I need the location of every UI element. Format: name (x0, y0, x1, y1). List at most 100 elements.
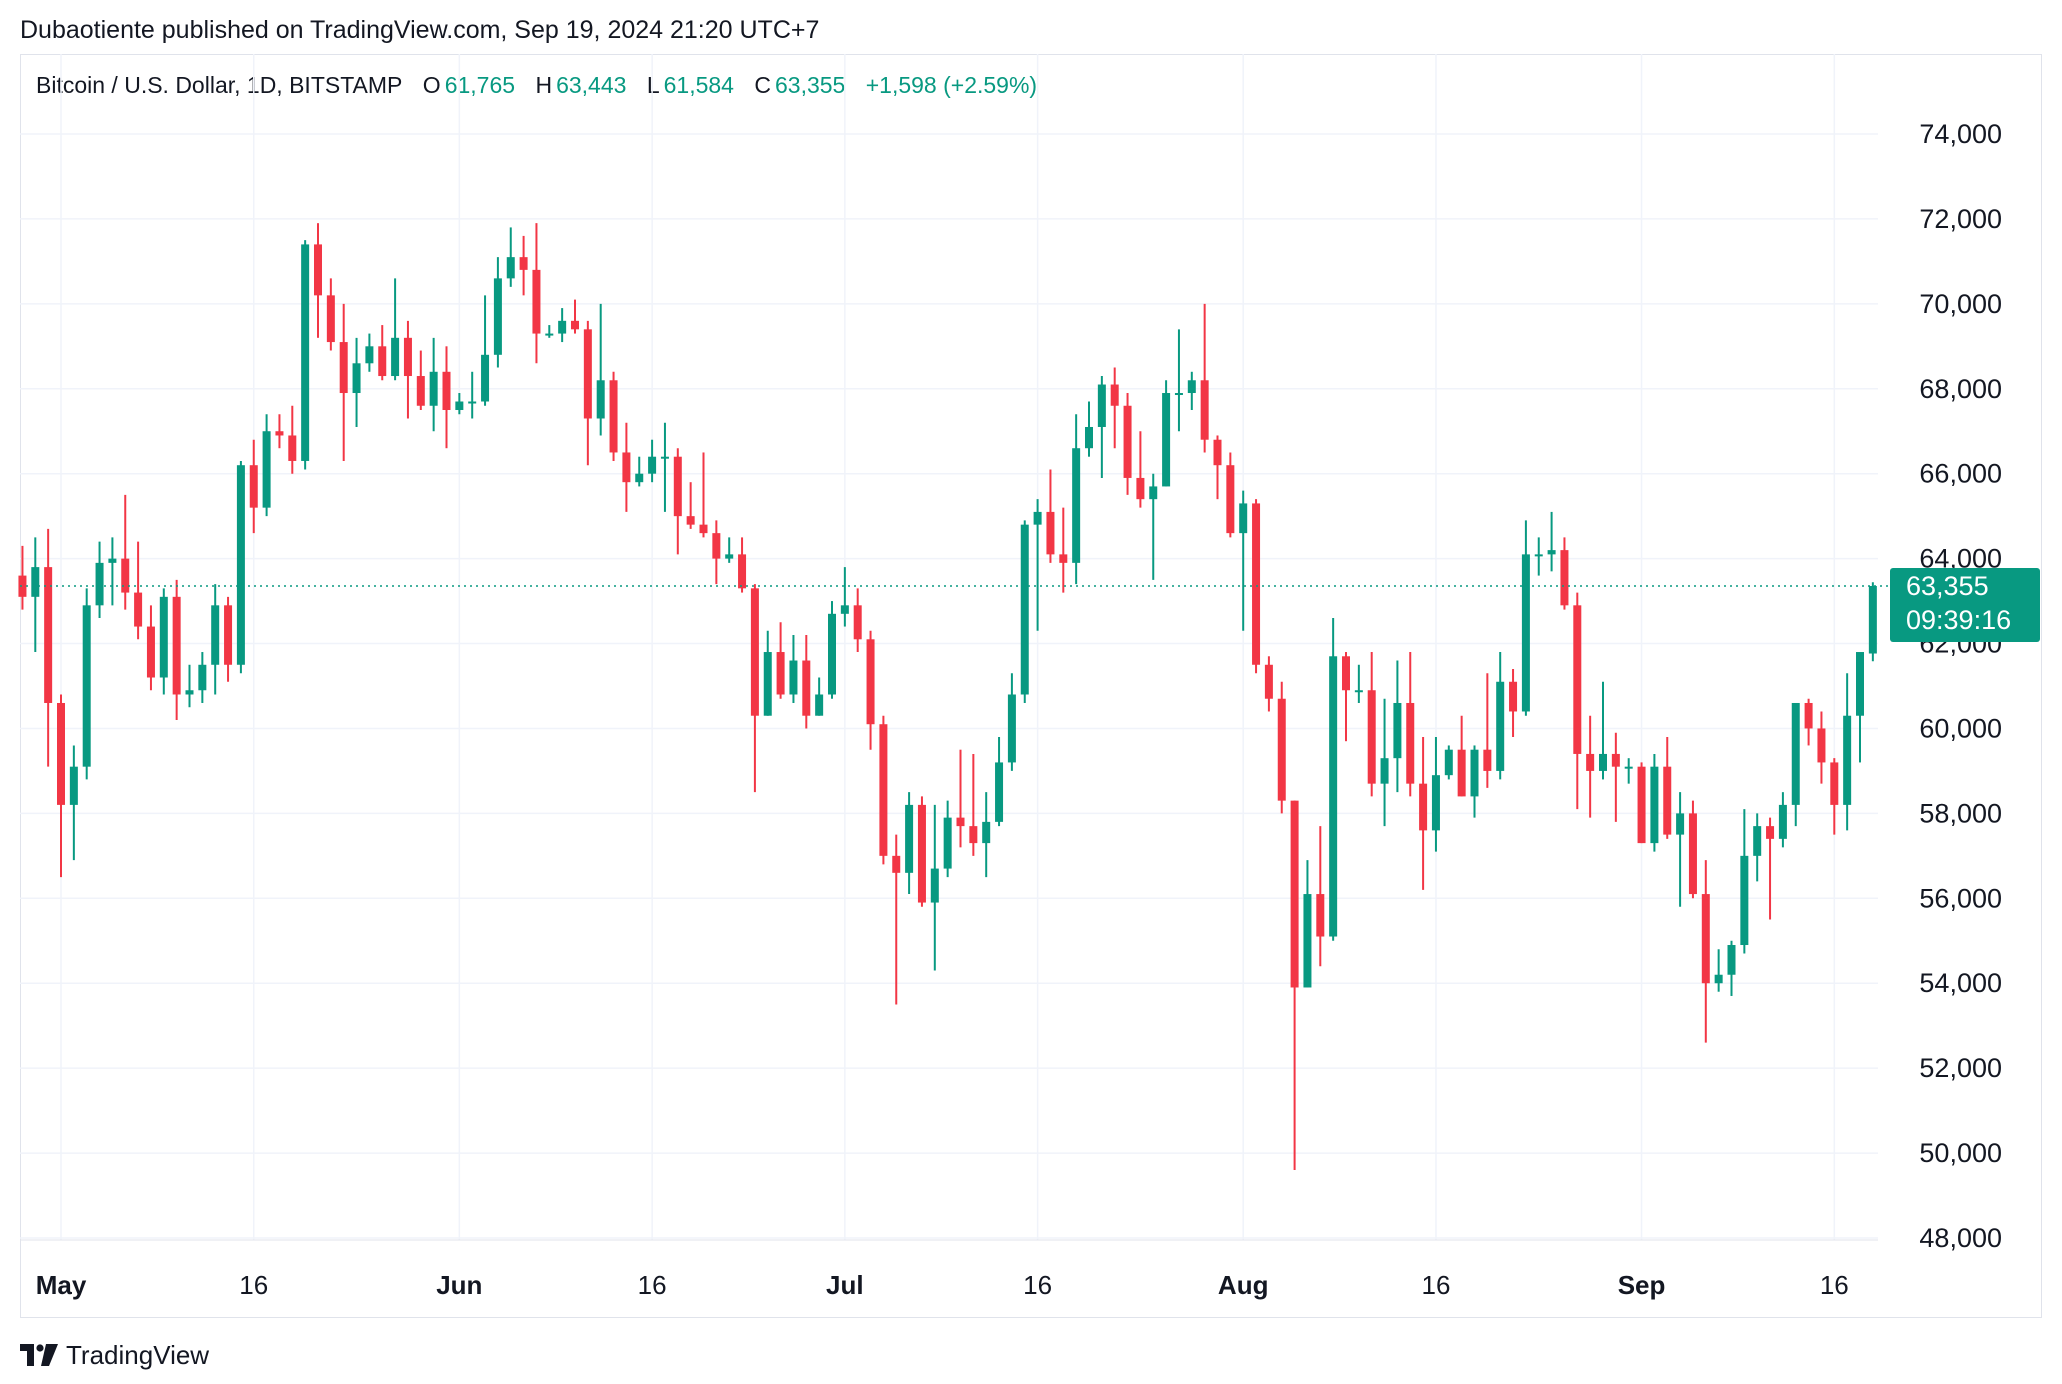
candle-up[interactable] (1496, 652, 1505, 780)
candle-down[interactable] (609, 371, 618, 461)
candle-up[interactable] (1020, 520, 1029, 703)
candle-up[interactable] (1868, 582, 1877, 662)
candle-up[interactable] (815, 677, 824, 716)
candle-up[interactable] (1393, 660, 1402, 793)
candle-down[interactable] (1483, 673, 1492, 788)
candle-up[interactable] (506, 227, 515, 287)
candle-down[interactable] (686, 482, 695, 529)
candle-up[interactable] (391, 278, 400, 381)
candle-down[interactable] (44, 528, 53, 767)
candle-up[interactable] (558, 308, 567, 343)
candle-up[interactable] (1162, 380, 1171, 487)
candle-up[interactable] (1444, 745, 1453, 780)
candle-down[interactable] (172, 579, 181, 720)
candle-up[interactable] (82, 588, 91, 780)
candle-up[interactable] (69, 745, 78, 861)
candle-down[interactable] (1136, 431, 1145, 508)
candle-up[interactable] (455, 393, 464, 415)
candle-down[interactable] (1804, 698, 1813, 746)
candle-down[interactable] (326, 278, 335, 351)
candle-down[interactable] (1457, 715, 1466, 797)
candle-up[interactable] (930, 804, 939, 971)
candle-down[interactable] (519, 235, 528, 296)
candle-up[interactable] (545, 325, 554, 338)
candle-down[interactable] (699, 452, 708, 538)
candle-up[interactable] (1187, 371, 1196, 410)
candle-down[interactable] (1406, 652, 1415, 797)
candle-down[interactable] (1560, 537, 1569, 610)
candle-up[interactable] (493, 257, 502, 368)
candle-up[interactable] (198, 652, 207, 703)
candle-up[interactable] (301, 240, 310, 470)
candle-up[interactable] (1431, 736, 1440, 852)
candle-down[interactable] (802, 635, 811, 729)
candle-down[interactable] (1367, 652, 1376, 797)
candle-down[interactable] (1277, 681, 1286, 814)
candle-down[interactable] (1766, 817, 1775, 920)
candle-up[interactable] (1380, 698, 1389, 827)
candle-down[interactable] (1316, 826, 1325, 967)
candle-down[interactable] (249, 439, 258, 534)
candle-up[interactable] (481, 295, 490, 406)
candle-down[interactable] (1226, 452, 1235, 538)
candle-up[interactable] (1791, 702, 1800, 827)
candle-up[interactable] (1856, 652, 1864, 763)
candle-down[interactable] (57, 694, 65, 878)
candle-up[interactable] (1239, 490, 1248, 631)
candle-down[interactable] (146, 605, 155, 691)
candle-down[interactable] (622, 422, 631, 512)
candle-up[interactable] (1676, 792, 1685, 907)
candle-down[interactable] (275, 414, 284, 449)
candle-up[interactable] (1740, 809, 1749, 954)
candle-up[interactable] (1033, 499, 1042, 631)
candle-down[interactable] (1663, 736, 1672, 839)
candle-up[interactable] (982, 792, 991, 878)
candle-up[interactable] (1714, 949, 1723, 992)
candle-down[interactable] (532, 223, 541, 364)
candle-up[interactable] (1085, 401, 1093, 457)
candle-up[interactable] (1843, 673, 1852, 831)
candle-up[interactable] (1097, 376, 1106, 478)
candle-up[interactable] (660, 422, 669, 512)
candle-up[interactable] (159, 588, 168, 695)
candle-down[interactable] (853, 588, 862, 653)
candle-up[interactable] (1599, 681, 1607, 780)
candle-down[interactable] (288, 405, 297, 474)
candle-up[interactable] (1149, 473, 1158, 580)
candle-down[interactable] (956, 749, 965, 848)
candle-up[interactable] (1534, 537, 1543, 576)
candle-up[interactable] (108, 537, 117, 606)
candle-up[interactable] (725, 537, 734, 563)
candle-up[interactable] (1547, 511, 1556, 572)
candle-down[interactable] (917, 796, 926, 907)
candle-up[interactable] (789, 635, 798, 703)
candle-down[interactable] (1342, 652, 1350, 742)
candle-up[interactable] (943, 800, 952, 878)
candle-up[interactable] (468, 371, 477, 419)
candle-down[interactable] (1110, 367, 1119, 449)
candle-up[interactable] (1778, 792, 1787, 848)
candle-up[interactable] (352, 337, 361, 427)
candle-down[interactable] (879, 715, 888, 865)
candle-down[interactable] (378, 325, 387, 381)
candle-down[interactable] (750, 584, 759, 793)
candle-down[interactable] (571, 299, 579, 334)
candle-up[interactable] (1470, 745, 1479, 818)
candle-up[interactable] (1624, 758, 1633, 784)
candle-down[interactable] (1059, 507, 1068, 593)
candle-down[interactable] (224, 596, 233, 682)
candle-down[interactable] (1817, 711, 1826, 784)
candle-down[interactable] (969, 753, 978, 856)
candle-down[interactable] (1290, 800, 1299, 1171)
candle-up[interactable] (1354, 664, 1363, 703)
candle-up[interactable] (1007, 673, 1016, 771)
candle-up[interactable] (365, 333, 374, 372)
candle-down[interactable] (1830, 758, 1839, 835)
symbol-label[interactable]: Bitcoin / U.S. Dollar, 1D, BITSTAMP (36, 72, 403, 98)
candle-down[interactable] (1509, 669, 1518, 737)
candle-up[interactable] (1753, 813, 1762, 882)
candle-down[interactable] (416, 350, 425, 410)
candle-down[interactable] (712, 520, 721, 585)
candle-down[interactable] (18, 545, 27, 610)
